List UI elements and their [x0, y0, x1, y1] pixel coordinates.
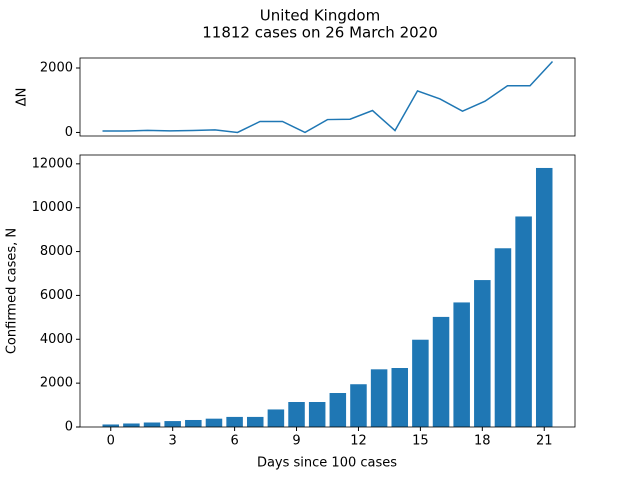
- bar: [329, 393, 347, 427]
- y-tick-label: 12000: [32, 156, 73, 171]
- x-tick-label: 18: [474, 434, 491, 449]
- bar: [102, 424, 120, 427]
- bar: [370, 369, 388, 427]
- chart-title: United Kingdom: [260, 7, 380, 25]
- bar: [226, 416, 243, 427]
- bar: [412, 339, 429, 427]
- bar: [515, 216, 532, 427]
- bar: [432, 316, 450, 427]
- y-tick-label: 0: [65, 125, 73, 140]
- y-tick-label: 2000: [40, 376, 73, 391]
- x-tick-label: 0: [107, 434, 115, 449]
- x-tick-label: 12: [350, 434, 367, 449]
- x-tick-label: 15: [412, 434, 429, 449]
- line: [102, 61, 554, 134]
- bar: [246, 416, 264, 427]
- bar: [205, 418, 223, 427]
- bar: [267, 409, 285, 427]
- bar: [453, 302, 470, 427]
- axes-frame: [79, 57, 576, 137]
- chart-subtitle: 11812 cases on 26 March 2020: [202, 24, 438, 42]
- y-tick-label: 2000: [40, 60, 73, 75]
- x-tick-label: 9: [292, 434, 300, 449]
- bar: [123, 423, 140, 427]
- y-tick-label: 6000: [40, 288, 73, 303]
- x-tick-label: 21: [536, 434, 553, 449]
- y-tick-label: 0: [65, 420, 73, 435]
- y-tick-label: 4000: [40, 332, 73, 347]
- bar: [308, 401, 326, 427]
- bar: [535, 167, 553, 427]
- bar: [391, 368, 409, 427]
- y-axis-label: ΔN: [15, 88, 30, 107]
- x-tick-label: 3: [169, 434, 177, 449]
- axes-frame: [79, 154, 576, 428]
- x-tick-label: 6: [230, 434, 238, 449]
- x-axis-label: Days since 100 cases: [257, 456, 397, 471]
- bar: [494, 248, 512, 427]
- bar: [143, 422, 161, 427]
- y-tick-label: 10000: [32, 200, 73, 215]
- bar: [474, 280, 491, 427]
- y-tick-label: 8000: [40, 244, 73, 259]
- y-axis-label: Confirmed cases, N: [5, 228, 20, 354]
- bar: [164, 421, 181, 427]
- bar: [185, 419, 202, 427]
- bar: [288, 401, 305, 427]
- bar: [350, 384, 367, 427]
